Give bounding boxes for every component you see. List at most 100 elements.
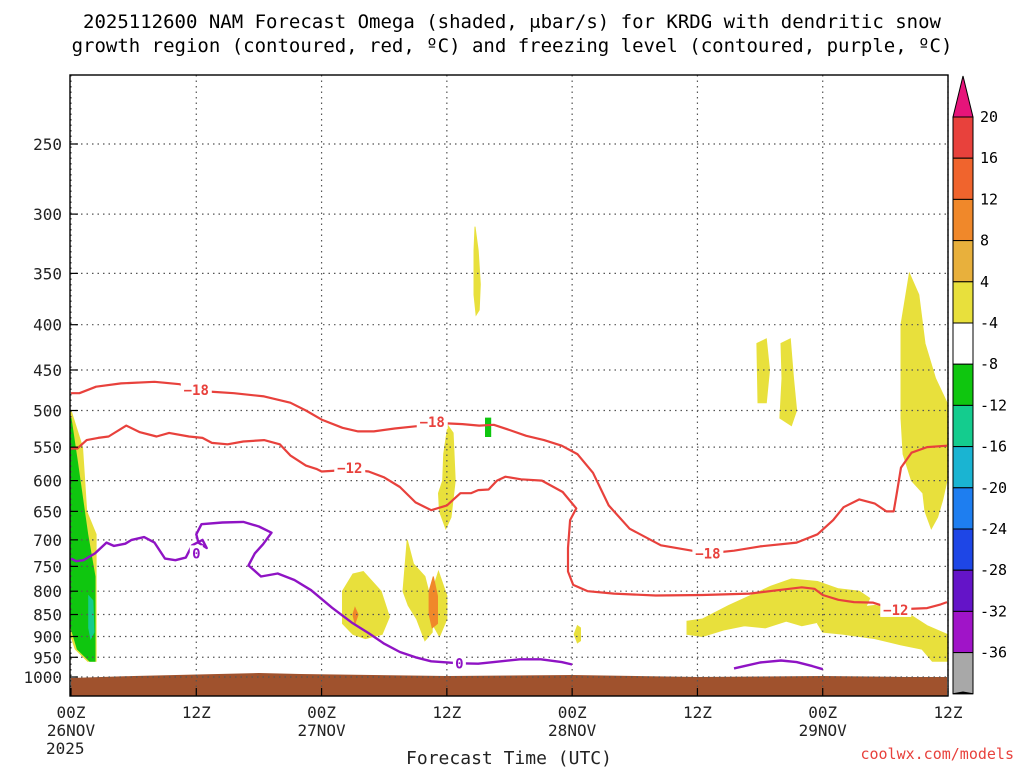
chart-title-line-2: growth region (contoured, red, ºC) and f… bbox=[72, 35, 953, 57]
freezing-level-contours bbox=[70, 520, 824, 671]
contour-label-bg bbox=[334, 460, 366, 476]
colorbar-label: 4 bbox=[980, 273, 989, 291]
colorbar-label: 12 bbox=[980, 190, 998, 208]
y-tick-label: 800 bbox=[33, 582, 62, 601]
colorbar-label: -28 bbox=[980, 561, 1007, 579]
contour-label: −12 bbox=[883, 603, 908, 619]
terrain-layer bbox=[71, 673, 947, 696]
x-tick-label: 26NOV bbox=[47, 721, 96, 740]
y-tick-label: 400 bbox=[33, 316, 62, 335]
colorbar-bin bbox=[952, 404, 974, 448]
colorbar-label: 20 bbox=[980, 108, 998, 126]
omega-shade-region bbox=[485, 417, 492, 437]
contour-label-bg bbox=[189, 545, 203, 561]
omega-shade-region bbox=[342, 570, 390, 640]
y-axis: 250 300 350 400 450 500 550 600 650 700 750 800 850 9… bbox=[23, 135, 78, 687]
colorbar-label: 8 bbox=[980, 232, 989, 250]
colorbar-label: -20 bbox=[980, 479, 1007, 497]
y-tick-label: 700 bbox=[33, 531, 62, 550]
x-tick-label: 12Z bbox=[182, 703, 211, 722]
y-tick-label: 850 bbox=[33, 606, 62, 625]
omega-shade-region bbox=[402, 539, 433, 642]
contour-label-bg bbox=[416, 413, 448, 429]
y-tick-label: 450 bbox=[33, 361, 62, 380]
contour-label: −18 bbox=[695, 546, 720, 562]
y-tick-label: 250 bbox=[33, 135, 62, 154]
y-tick-label: 1000 bbox=[23, 668, 62, 687]
y-tick-label: 950 bbox=[33, 648, 62, 667]
contour-label-bg bbox=[452, 655, 466, 671]
chart-title-line-1: 2025112600 NAM Forecast Omega (shaded, μ… bbox=[83, 11, 941, 33]
colorbar-bin bbox=[952, 528, 974, 571]
colorbar-bin bbox=[952, 157, 974, 200]
contour-label: 0 bbox=[455, 656, 463, 672]
x-tick-label: 28NOV bbox=[548, 721, 597, 740]
contour-label: −18 bbox=[184, 383, 209, 399]
x-tick-label: 2025 bbox=[46, 739, 85, 758]
x-tick-label: 00Z bbox=[808, 703, 837, 722]
credit-text: coolwx.com/models bbox=[860, 745, 1014, 763]
x-tick-label: 29NOV bbox=[799, 721, 848, 740]
colorbar-label: -32 bbox=[980, 602, 1007, 620]
omega-shade-region bbox=[756, 338, 771, 404]
grid-layer bbox=[70, 75, 949, 696]
colorbar-bin bbox=[952, 487, 974, 530]
omega-shade-region bbox=[428, 576, 438, 629]
omega-shade-region bbox=[900, 271, 948, 530]
y-tick-label: 350 bbox=[33, 264, 62, 283]
y-tick-label: 500 bbox=[33, 402, 62, 421]
contour-label: −12 bbox=[337, 461, 362, 477]
plot-frame bbox=[69, 74, 949, 697]
dendritic-growth-contours bbox=[71, 380, 948, 611]
omega-shading-layer bbox=[70, 226, 948, 662]
contour-label-bg bbox=[180, 381, 212, 397]
y-tick-label: 900 bbox=[33, 627, 62, 646]
purple-contour-line bbox=[733, 659, 824, 671]
colorbar-label: -8 bbox=[980, 355, 998, 373]
omega-shade-region bbox=[816, 604, 948, 662]
x-tick-label: 12Z bbox=[432, 703, 461, 722]
colorbar-bin bbox=[952, 610, 974, 654]
contour-label: −18 bbox=[420, 415, 445, 431]
colorbar-bin bbox=[952, 652, 974, 695]
omega-shade-region bbox=[573, 624, 581, 644]
colorbar-bin bbox=[952, 240, 974, 283]
contour-labels: −18 −18 −12 −18 −12 0 0 bbox=[180, 381, 912, 672]
terrain-band bbox=[71, 673, 947, 696]
colorbar-bottom-arrow bbox=[952, 691, 974, 695]
omega-shade-region bbox=[779, 338, 798, 427]
contour-label-bg bbox=[880, 601, 912, 617]
x-tick-label: 00Z bbox=[558, 703, 587, 722]
omega-shade-region bbox=[473, 226, 481, 317]
y-tick-label: 750 bbox=[33, 557, 62, 576]
omega-shade-region bbox=[88, 594, 95, 641]
colorbar-top-arrow bbox=[952, 75, 974, 118]
colorbar-bin bbox=[952, 322, 974, 365]
red-contour-line bbox=[71, 380, 948, 555]
colorbar-label: -24 bbox=[980, 520, 1007, 538]
colorbar-bin bbox=[952, 281, 974, 324]
colorbar-label: -36 bbox=[980, 644, 1007, 662]
colorbar-bin bbox=[952, 198, 974, 242]
y-tick-label: 300 bbox=[33, 205, 62, 224]
colorbar-bin bbox=[952, 569, 974, 612]
red-contour-line bbox=[71, 424, 948, 611]
y-tick-label: 550 bbox=[33, 438, 62, 457]
colorbar-label: 16 bbox=[980, 149, 998, 167]
contour-label-bg bbox=[692, 545, 724, 561]
y-tick-label: 650 bbox=[33, 502, 62, 521]
colorbar-bin bbox=[952, 446, 974, 489]
purple-contour-line bbox=[70, 520, 573, 666]
x-tick-label: 12Z bbox=[934, 703, 963, 722]
y-tick-label: 600 bbox=[33, 472, 62, 491]
x-tick-label: 00Z bbox=[307, 703, 336, 722]
x-tick-label: 00Z bbox=[57, 703, 86, 722]
colorbar-bin bbox=[952, 116, 974, 159]
contour-label: 0 bbox=[192, 546, 200, 562]
x-axis-label: Forecast Time (UTC) bbox=[406, 748, 612, 768]
x-tick-label: 27NOV bbox=[297, 721, 346, 740]
x-tick-label: 12Z bbox=[683, 703, 712, 722]
colorbar-bin bbox=[952, 363, 974, 406]
